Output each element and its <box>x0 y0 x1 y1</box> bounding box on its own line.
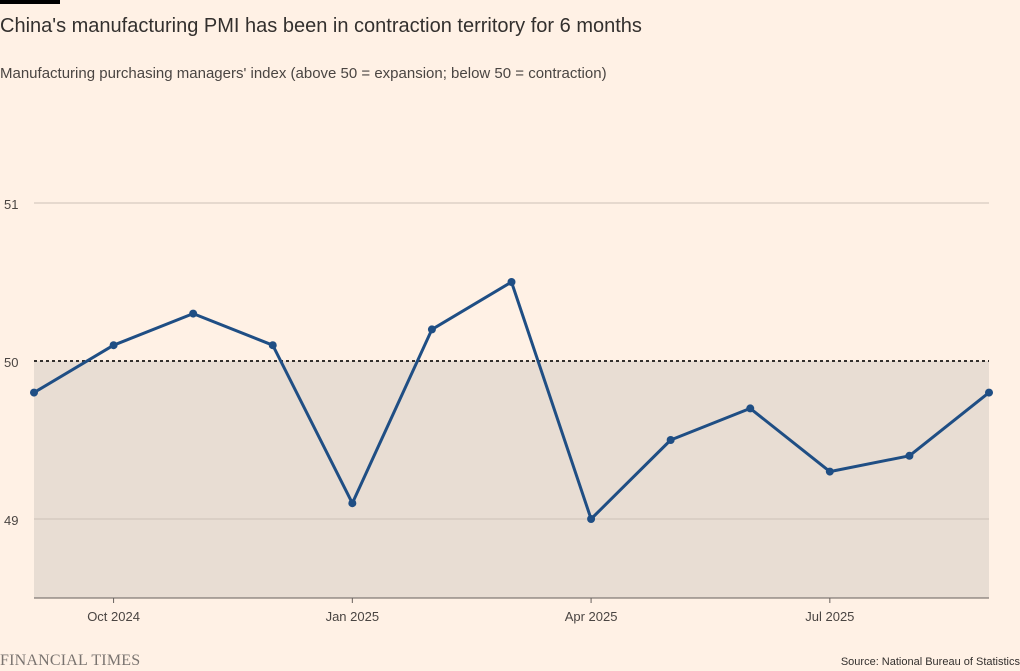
data-point <box>189 309 198 318</box>
data-point <box>109 341 118 350</box>
x-tick-label: Jan 2025 <box>326 609 380 624</box>
data-point <box>666 436 675 444</box>
data-point <box>825 467 834 476</box>
y-tick-label: 50 <box>4 355 18 370</box>
source-note: Source: National Bureau of Statistics <box>840 656 1020 668</box>
publisher-logo: FINANCIAL TIMES <box>0 652 141 669</box>
data-point <box>30 388 38 397</box>
x-tick-label: Oct 2024 <box>87 609 140 624</box>
contraction-region <box>34 361 989 598</box>
gridlines: 49 50 51 <box>4 197 989 528</box>
y-tick-label: 49 <box>4 513 18 528</box>
y-tick-label: 51 <box>4 197 18 212</box>
data-point <box>427 325 436 334</box>
data-point <box>746 404 755 413</box>
chart-title: China's manufacturing PMI has been in co… <box>0 15 642 37</box>
data-point <box>985 388 993 397</box>
data-point <box>587 515 596 523</box>
brand-accent-bar <box>0 0 60 4</box>
data-point <box>268 341 277 350</box>
data-point <box>507 278 516 286</box>
x-tick-label: Apr 2025 <box>565 609 618 624</box>
x-axis: Oct 2024 Jan 2025 Apr 2025 Jul 2025 <box>34 597 989 624</box>
chart-subtitle: Manufacturing purchasing managers' index… <box>0 65 607 82</box>
series-layer <box>30 278 993 523</box>
x-tick-label: Jul 2025 <box>805 609 854 624</box>
data-point <box>905 451 914 460</box>
data-point <box>348 499 357 508</box>
contraction-shade-layer <box>34 361 989 598</box>
